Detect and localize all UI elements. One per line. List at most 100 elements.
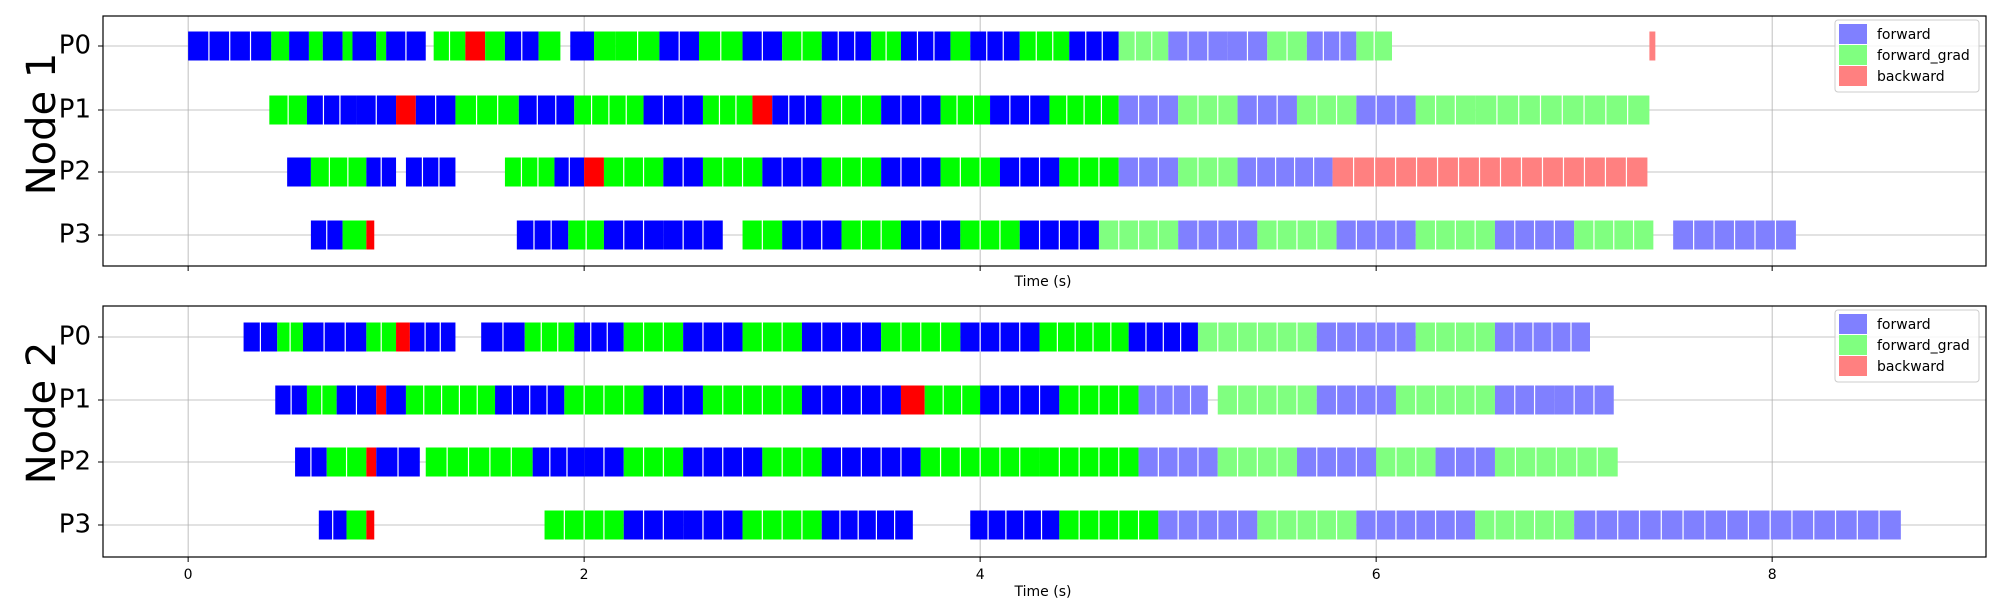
interval-bar-forward xyxy=(900,220,961,250)
interval-bar-forward xyxy=(1316,322,1416,352)
interval-bar-forward-grad xyxy=(1178,95,1238,125)
interval-bar-forward xyxy=(322,31,343,61)
interval-bar-backward xyxy=(396,95,416,125)
interval-bar-forward xyxy=(1494,385,1555,415)
interval-bar-forward-grad xyxy=(960,220,1020,250)
interval-bar-forward-grad xyxy=(821,157,882,187)
interval-bar-forward-grad xyxy=(1178,157,1238,187)
interval-bar-forward-grad xyxy=(1039,322,1129,352)
legend-frame xyxy=(1834,19,1980,93)
interval-bar-forward-grad xyxy=(310,157,367,187)
interval-bar-forward-grad xyxy=(342,220,367,250)
legend-frame xyxy=(1834,309,1980,383)
interval-bar-forward-grad xyxy=(702,385,802,415)
node-2-panel: Node 2 Time (s) 0 2 4 6 8P0P1P2P3forwardforw… xyxy=(19,305,1987,600)
interval-bar-forward-grad xyxy=(702,95,753,125)
interval-bar-forward xyxy=(1306,31,1357,61)
interval-bar-forward-grad xyxy=(940,157,1000,187)
interval-bar-forward xyxy=(683,322,743,352)
y-tick-label-p1: P1 xyxy=(59,95,91,125)
legend-label-forward-grad: forward_grad xyxy=(1877,338,1970,354)
interval-bar-forward-grad xyxy=(504,157,555,187)
y-tick-label-p3: P3 xyxy=(59,220,91,250)
interval-bar-backward xyxy=(1649,31,1656,61)
legend-label-backward: backward xyxy=(1877,359,1945,375)
plot-frame xyxy=(102,305,1987,558)
interval-bar-backward xyxy=(900,385,925,415)
interval-bar-forward xyxy=(405,157,456,187)
interval-bar-forward xyxy=(683,510,743,540)
node-1-panel: Node 1 Time (s) P0 P1 P2 P3 forward forward_g… xyxy=(19,15,1987,290)
y-tick-label-p3: P3 xyxy=(59,510,91,540)
y-tick-label-p2: P2 xyxy=(59,157,91,187)
legend-label-forward: forward xyxy=(1877,27,1931,43)
y-tick-label-p2: P2 xyxy=(59,447,91,477)
interval-bar-backward xyxy=(465,31,486,61)
x-tick-label: 2 xyxy=(580,567,589,583)
interval-bar-forward xyxy=(287,157,311,187)
interval-bar-forward xyxy=(289,31,309,61)
interval-bar-forward-grad xyxy=(425,447,533,477)
interval-bar-forward xyxy=(881,157,941,187)
interval-bar-forward-grad xyxy=(342,31,353,61)
interval-bar-forward xyxy=(532,447,585,477)
interval-bar-backward xyxy=(1332,157,1648,187)
legend-swatch-forward-grad xyxy=(1839,335,1867,355)
interval-bar-forward-grad xyxy=(376,31,387,61)
legend-swatch-forward-grad xyxy=(1839,45,1867,65)
interval-bar-forward xyxy=(1118,157,1179,187)
interval-bar-forward xyxy=(663,220,723,250)
interval-bar-forward-grad xyxy=(924,385,981,415)
interval-bar-forward xyxy=(821,447,921,477)
interval-bar-forward xyxy=(1435,447,1495,477)
interval-bar-forward xyxy=(1574,510,1901,540)
interval-bar-forward-grad xyxy=(1217,385,1317,415)
interval-bar-forward-grad xyxy=(524,322,575,352)
node-2-xlabel: Time (s) xyxy=(1014,584,1072,600)
legend-swatch-backward xyxy=(1839,66,1867,86)
y-tick-label-p0: P0 xyxy=(59,31,91,61)
interval-bar-forward xyxy=(643,385,703,415)
node-1-xlabel: Time (s) xyxy=(1014,274,1072,290)
node-2-ylabel: Node 2 xyxy=(19,342,65,485)
interval-bar-forward-grad xyxy=(623,447,684,477)
interval-bar-forward xyxy=(772,95,822,125)
legend: forward forward_grad backward xyxy=(1834,19,1980,93)
interval-bar-forward-grad xyxy=(950,31,971,61)
interval-bar-forward-grad xyxy=(623,322,684,352)
interval-bar-forward xyxy=(999,157,1060,187)
interval-bar-forward-grad xyxy=(1257,510,1357,540)
interval-bar-forward-grad xyxy=(1118,31,1169,61)
interval-bar-forward-grad xyxy=(538,31,561,61)
interval-bar-forward xyxy=(603,220,664,250)
interval-bar-forward-grad xyxy=(1296,95,1357,125)
interval-bar-forward xyxy=(821,31,872,61)
legend-label-backward: backward xyxy=(1877,69,1945,85)
interval-bars xyxy=(243,322,1901,540)
interval-bar-backward xyxy=(584,157,604,187)
plot-frame xyxy=(102,15,1987,267)
interval-bar-forward-grad xyxy=(762,447,822,477)
interval-bar-backward xyxy=(376,385,387,415)
x-tick-label: 4 xyxy=(976,567,985,583)
legend-label-forward: forward xyxy=(1877,317,1931,333)
interval-bar-forward xyxy=(900,31,951,61)
interval-bar-forward xyxy=(643,95,703,125)
interval-bar-forward-grad xyxy=(702,157,763,187)
interval-bars xyxy=(188,31,1796,250)
interval-bar-forward xyxy=(302,322,367,352)
interval-bar-forward xyxy=(821,510,913,540)
interval-bar-forward-grad xyxy=(1019,31,1070,61)
interval-bar-forward xyxy=(782,220,842,250)
interval-bar-forward xyxy=(1494,322,1590,352)
interval-bar-forward-grad xyxy=(1475,510,1575,540)
interval-bar-forward-grad xyxy=(821,95,882,125)
interval-bar-forward-grad xyxy=(841,220,901,250)
interval-bar-forward xyxy=(516,220,569,250)
legend-label-forward-grad: forward_grad xyxy=(1877,48,1970,64)
interval-bar-forward xyxy=(1118,95,1179,125)
interval-bar-forward xyxy=(1554,385,1614,415)
interval-bar-forward xyxy=(306,95,357,125)
interval-bar-forward-grad xyxy=(485,31,505,61)
